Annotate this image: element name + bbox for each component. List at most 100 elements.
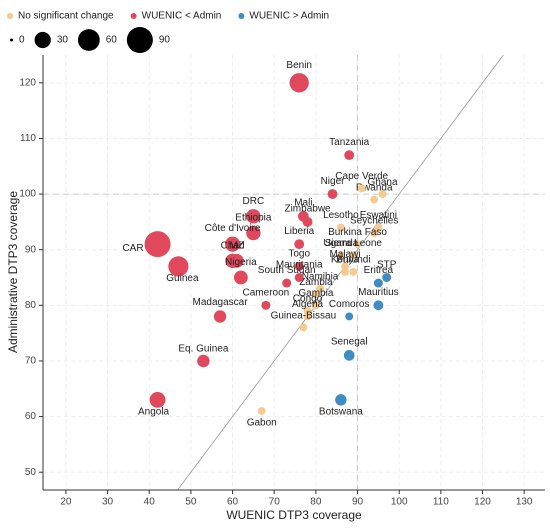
point-label: Senegal [331,337,368,348]
point [341,268,349,276]
point-label: Botswana [319,407,363,418]
point-label: Cameroon [243,287,290,298]
point [246,209,261,224]
x-tick-label: 60 [227,497,239,508]
point-label: MZ [229,241,243,252]
point [311,290,320,299]
size-legend-swatch [34,31,51,49]
point-label: Algeria [292,299,324,310]
point-label: Gabon [247,418,277,429]
point [382,273,392,282]
size-legend-swatch [77,29,100,51]
point-label: Sierra Leone [325,238,383,249]
legend-swatch [130,13,137,19]
point-label: Nigeria [225,257,257,268]
y-tick-label: 50 [25,467,37,478]
point-label: Benin [286,60,312,71]
point-label: Burundi [336,255,370,266]
size-legend-label: 0 [19,35,25,46]
x-tick-label: 120 [474,497,491,508]
point-label: Zambia [299,277,333,288]
point [335,394,347,406]
legend-label: WUENIC < Admin [142,11,222,22]
point [349,251,358,260]
point-label: Tanzania [329,137,369,148]
point-label: Uganda [323,238,358,249]
point [341,262,349,271]
point-label: Cape Verde [335,171,388,182]
x-tick-label: 20 [60,497,72,508]
y-tick-label: 60 [25,411,37,422]
y-tick-label: 80 [25,300,37,311]
y-tick-label: 110 [20,133,36,144]
point-label: Angola [138,407,170,418]
point [294,261,304,271]
y-tick-label: 70 [25,356,37,367]
point-label: Guinea [166,273,199,284]
point-label: Niger [321,176,346,187]
point [224,236,241,252]
point-label: Namibia [302,271,339,282]
point-label: Togo [288,249,310,260]
size-legend-label: 60 [106,35,118,46]
point-label: CAR [122,243,143,254]
point-label: Mauritius [358,287,399,298]
point [353,240,362,249]
point-label: Gambia [298,288,333,299]
x-tick-label: 110 [433,497,449,508]
x-tick-label: 70 [269,497,281,508]
x-axis-label: WUENIC DTP3 coverage [226,508,362,522]
size-legend-label: 90 [159,35,171,46]
identity-line [177,54,504,491]
point-label: Mauritania [276,260,323,271]
point [197,354,210,368]
point [373,278,383,288]
point [327,189,338,199]
x-tick-label: 30 [102,497,114,508]
point [345,312,354,321]
point-label: South Sudan [258,265,316,276]
x-tick-label: 50 [185,497,197,508]
point-label: Eritrea [364,265,394,276]
point-label: Liberia [284,226,314,237]
point [294,239,305,250]
point-label: Côte d'Ivoire [205,223,261,234]
point [299,323,308,332]
point [370,195,379,204]
point [316,284,324,293]
point-label: Ethiopia [235,212,272,223]
point [302,216,313,227]
point [246,225,261,241]
point-label: STP [377,260,397,271]
point-label: Zimbabwe [284,204,331,215]
point [370,229,379,237]
x-tick-label: 80 [310,497,322,508]
point-label: Chad [221,240,245,251]
point [282,278,292,288]
point [261,300,271,310]
point [233,270,248,285]
point [213,310,227,323]
point [257,407,266,415]
point-label: Rwanda [356,182,393,193]
point [336,251,345,260]
point [229,253,244,268]
point-label: Lesotho [323,210,359,221]
x-tick-label: 90 [352,497,364,508]
point-label: Burkina Faso [328,227,387,238]
point-label: Madagascar [193,297,249,308]
x-tick-label: 100 [391,497,408,508]
point-label: Kenya [331,255,360,266]
legend-label: WUENIC > Admin [249,11,329,22]
point [294,273,304,282]
point-label: Congo [293,294,323,305]
x-tick-label: 40 [144,497,156,508]
point-label: Seychelles [350,216,398,227]
legend-swatch [238,13,245,19]
x-tick-label: 130 [516,497,533,508]
point [336,223,345,232]
point-label: Mali [294,198,312,209]
point [344,150,355,161]
point-label: DRC [243,196,265,207]
